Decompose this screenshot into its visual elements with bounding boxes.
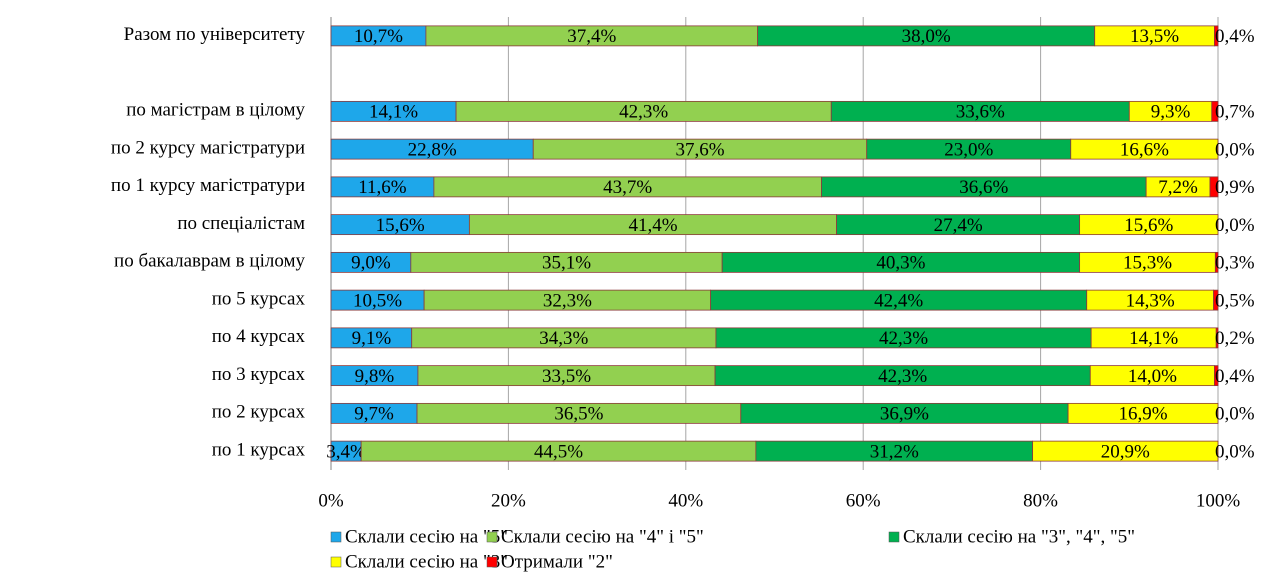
- y-tick-label: по спеціалістам: [177, 213, 305, 234]
- data-label: 33,6%: [956, 102, 1005, 123]
- data-label: 44,5%: [534, 441, 583, 462]
- bar-segment: [1213, 289, 1219, 311]
- data-label: 43,7%: [603, 177, 652, 198]
- data-label: 0,9%: [1215, 177, 1255, 198]
- data-label: 27,4%: [934, 215, 983, 236]
- legend-label: Отримали "2": [501, 551, 613, 572]
- bar-segment: [1214, 25, 1219, 47]
- data-label: 0,4%: [1215, 366, 1255, 387]
- data-label: 41,4%: [628, 215, 677, 236]
- x-tick-label: 60%: [846, 490, 881, 511]
- x-tick-label: 100%: [1196, 490, 1241, 511]
- data-label: 9,8%: [355, 366, 395, 387]
- y-tick-label: по 1 курсу магістратури: [111, 175, 305, 196]
- data-label: 10,5%: [353, 290, 402, 311]
- data-label: 9,0%: [351, 253, 391, 274]
- data-label: 16,6%: [1120, 139, 1169, 160]
- data-label: 3,4%: [326, 441, 366, 462]
- data-label: 15,6%: [1124, 215, 1173, 236]
- data-label: 42,3%: [878, 366, 927, 387]
- data-label: 14,3%: [1126, 290, 1175, 311]
- data-label: 13,5%: [1130, 26, 1179, 47]
- data-label: 37,4%: [567, 26, 616, 47]
- data-label: 35,1%: [542, 253, 591, 274]
- bar-segment: [1215, 327, 1219, 349]
- data-label: 7,2%: [1158, 177, 1198, 198]
- bar-segment: [1209, 176, 1219, 198]
- x-tick-label: 40%: [668, 490, 703, 511]
- data-label: 0,0%: [1215, 404, 1255, 425]
- data-label: 0,5%: [1215, 290, 1255, 311]
- data-label: 0,7%: [1215, 102, 1255, 123]
- data-label: 15,6%: [376, 215, 425, 236]
- x-tick-label: 0%: [318, 490, 344, 511]
- data-label: 33,5%: [542, 366, 591, 387]
- legend-swatch: [486, 531, 498, 543]
- y-tick-label: по 1 курсах: [212, 439, 306, 460]
- data-label: 0,0%: [1215, 441, 1255, 462]
- y-tick-label: по бакалаврам в цілому: [114, 251, 305, 272]
- legend-label: Склали сесію на "5": [345, 526, 508, 547]
- data-label: 0,0%: [1215, 215, 1255, 236]
- data-label: 10,7%: [354, 26, 403, 47]
- data-label: 40,3%: [876, 253, 925, 274]
- data-label: 11,6%: [358, 177, 407, 198]
- data-label: 0,2%: [1215, 328, 1255, 349]
- data-label: 20,9%: [1101, 441, 1150, 462]
- bar-segment: [1214, 251, 1219, 273]
- data-label: 34,3%: [539, 328, 588, 349]
- legend-swatch: [486, 556, 498, 568]
- legend-swatch: [330, 556, 342, 568]
- data-label: 38,0%: [902, 26, 951, 47]
- data-label: 9,7%: [354, 404, 394, 425]
- y-tick-label: по 5 курсах: [212, 288, 306, 309]
- data-label: 22,8%: [408, 139, 457, 160]
- data-label: 42,3%: [619, 102, 668, 123]
- legend-swatch: [888, 531, 900, 543]
- data-label: 32,3%: [543, 290, 592, 311]
- y-tick-label: по магістрам в цілому: [126, 100, 305, 121]
- legend-label: Склали сесію на "4" і "5": [501, 526, 704, 547]
- data-label: 36,6%: [959, 177, 1008, 198]
- data-label: 14,1%: [369, 102, 418, 123]
- legend-label: Склали сесію на "3": [345, 551, 508, 572]
- data-label: 42,3%: [879, 328, 928, 349]
- data-label: 36,5%: [554, 404, 603, 425]
- data-label: 0,3%: [1215, 253, 1255, 274]
- data-label: 23,0%: [944, 139, 993, 160]
- y-tick-label: по 4 курсах: [212, 326, 306, 347]
- y-tick-label: по 2 курсу магістратури: [111, 137, 305, 158]
- data-label: 36,9%: [880, 404, 929, 425]
- bar-segment: [1079, 214, 1219, 236]
- legend-label: Склали сесію на "3", "4", "5": [903, 526, 1135, 547]
- y-tick-label: по 2 курсах: [212, 402, 306, 423]
- data-label: 15,3%: [1123, 253, 1172, 274]
- data-label: 14,1%: [1129, 328, 1178, 349]
- data-label: 14,0%: [1128, 366, 1177, 387]
- data-label: 9,3%: [1151, 102, 1191, 123]
- y-tick-label: Разом по університету: [124, 24, 306, 45]
- data-label: 42,4%: [874, 290, 923, 311]
- data-label: 16,9%: [1119, 404, 1168, 425]
- data-label: 9,1%: [352, 328, 392, 349]
- legend-swatch: [330, 531, 342, 543]
- bar-segment: [1211, 100, 1219, 122]
- y-tick-label: по 3 курсах: [212, 364, 306, 385]
- x-tick-label: 20%: [491, 490, 526, 511]
- bar-segment: [1032, 440, 1219, 462]
- data-label: 0,0%: [1215, 139, 1255, 160]
- bar-segment: [1067, 402, 1219, 424]
- x-tick-label: 80%: [1023, 490, 1058, 511]
- data-label: 0,4%: [1215, 26, 1255, 47]
- bar-segment: [1070, 138, 1219, 160]
- data-label: 31,2%: [870, 441, 919, 462]
- bar-segment: [1214, 365, 1219, 387]
- data-label: 37,6%: [675, 139, 724, 160]
